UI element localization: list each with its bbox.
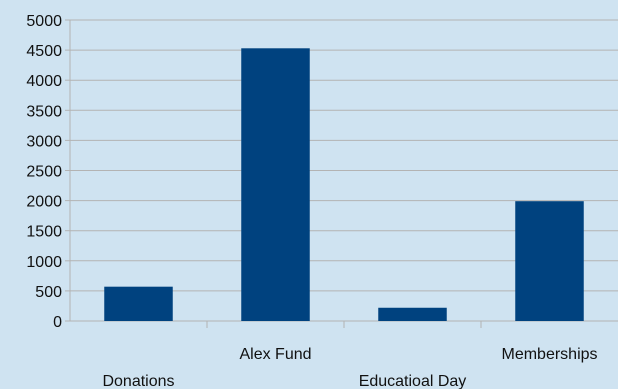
x-tick-labels: Donations Alex Fund Educatioal Day Membersh… — [102, 346, 597, 389]
y-tick-label: 2000 — [26, 194, 62, 211]
y-tick-label: 1000 — [26, 254, 62, 271]
y-tick-label: 1500 — [26, 224, 62, 241]
y-tick-label: 0 — [53, 314, 62, 331]
x-tick-label: Educatioal Day — [359, 373, 467, 389]
y-tick-label: 3500 — [26, 103, 62, 120]
grid-lines — [70, 19, 618, 292]
bar-educatioal-day — [378, 307, 447, 321]
y-tick-label: 2500 — [26, 164, 62, 181]
x-tick-label: Donations — [102, 373, 174, 389]
x-tick-label: Memberships — [501, 346, 597, 363]
bar-donations — [104, 286, 173, 321]
y-tick-label: 500 — [35, 284, 62, 301]
bars — [104, 48, 584, 321]
bar-alex-fund — [241, 48, 310, 321]
bar-memberships — [515, 201, 584, 321]
y-tick-labels: 0 500 1000 1500 2000 2500 3000 3500 4000 4500 5000 — [26, 13, 62, 331]
y-tick-label: 5000 — [26, 13, 62, 30]
x-tick-label: Alex Fund — [239, 346, 311, 363]
y-tick-label: 3000 — [26, 133, 62, 150]
y-tick-label: 4000 — [26, 73, 62, 90]
y-tick-label: 4500 — [26, 43, 62, 60]
